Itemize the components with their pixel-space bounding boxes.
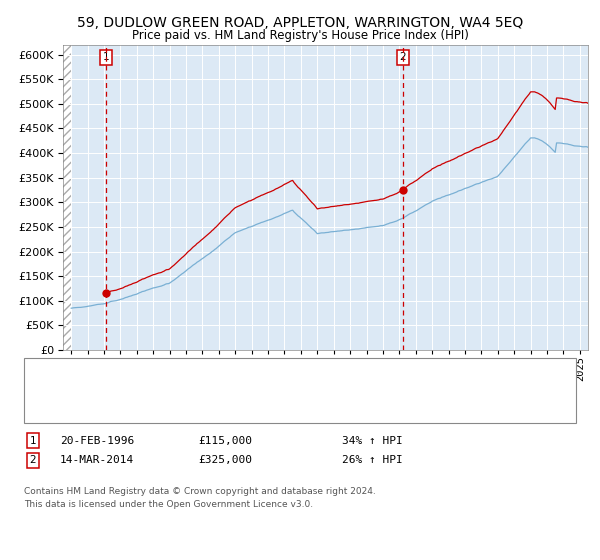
Text: ——: —— — [42, 403, 73, 417]
Text: ——: —— — [42, 362, 73, 377]
Text: 59, DUDLOW GREEN ROAD, APPLETON, WARRINGTON, WA4 5EQ (detached house): 59, DUDLOW GREEN ROAD, APPLETON, WARRING… — [81, 365, 510, 375]
Text: 2: 2 — [29, 455, 37, 465]
Text: HPI: Average price, detached house, Warrington: HPI: Average price, detached house, Warr… — [81, 405, 332, 415]
Text: 20-FEB-1996: 20-FEB-1996 — [60, 436, 134, 446]
Text: £115,000: £115,000 — [198, 436, 252, 446]
Text: 1: 1 — [103, 53, 109, 62]
Text: Price paid vs. HM Land Registry's House Price Index (HPI): Price paid vs. HM Land Registry's House … — [131, 29, 469, 42]
Text: 2: 2 — [399, 53, 406, 62]
Text: 34% ↑ HPI: 34% ↑ HPI — [342, 436, 403, 446]
Text: 59, DUDLOW GREEN ROAD, APPLETON, WARRINGTON, WA4 5EQ: 59, DUDLOW GREEN ROAD, APPLETON, WARRING… — [77, 16, 523, 30]
Text: £325,000: £325,000 — [198, 455, 252, 465]
Text: 1: 1 — [29, 436, 37, 446]
Text: 26% ↑ HPI: 26% ↑ HPI — [342, 455, 403, 465]
Text: Contains HM Land Registry data © Crown copyright and database right 2024.: Contains HM Land Registry data © Crown c… — [24, 487, 376, 496]
Text: 14-MAR-2014: 14-MAR-2014 — [60, 455, 134, 465]
Text: This data is licensed under the Open Government Licence v3.0.: This data is licensed under the Open Gov… — [24, 500, 313, 508]
